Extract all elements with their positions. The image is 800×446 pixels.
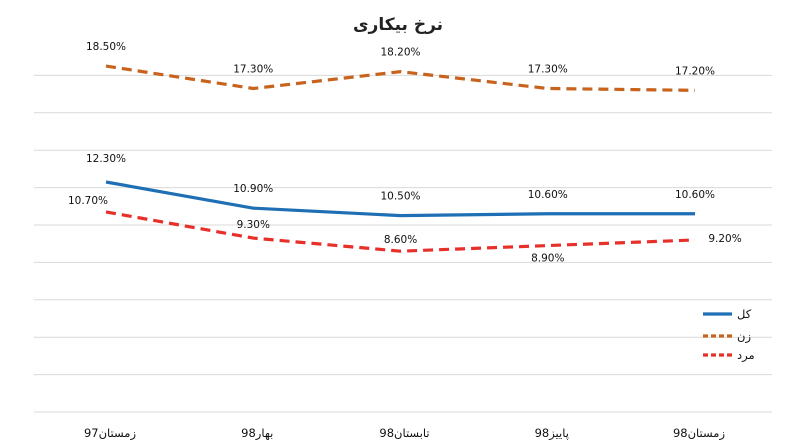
data-label: 8.90% bbox=[531, 253, 564, 265]
data-label: 12.30% bbox=[86, 153, 126, 165]
series-line bbox=[105, 64, 696, 92]
x-tick-label: بهار98 bbox=[241, 426, 273, 441]
x-tick-label: زمستان98 bbox=[673, 426, 725, 441]
legend-label: مرد bbox=[737, 348, 755, 363]
data-label: 10.60% bbox=[528, 189, 568, 201]
data-label: 10.70% bbox=[68, 195, 108, 207]
chart-title: نرخ بیکاری bbox=[353, 15, 443, 35]
series-line bbox=[105, 210, 696, 253]
gridlines bbox=[34, 74, 772, 413]
series-lines bbox=[105, 64, 696, 253]
data-label: 17.30% bbox=[528, 63, 568, 75]
legend-label: کل bbox=[737, 307, 752, 321]
data-label: 17.20% bbox=[675, 65, 715, 77]
legend: کل زن مرد bbox=[703, 307, 755, 363]
legend-label: زن bbox=[737, 329, 751, 344]
data-label: 10.60% bbox=[675, 189, 715, 201]
x-axis-ticks: زمستان97 بهار98 تابستان98 پاییز98 زمستان98 bbox=[84, 426, 725, 441]
data-labels: 12.30% 10.90% 10.50% 10.60% 10.60% 18.50% 17.3… bbox=[68, 41, 742, 265]
data-label: 10.50% bbox=[380, 191, 420, 203]
data-label: 9.20% bbox=[708, 233, 741, 245]
data-label: 17.30% bbox=[233, 63, 273, 75]
data-label: 18.20% bbox=[380, 47, 420, 59]
data-label: 8.60% bbox=[384, 234, 417, 246]
data-label: 18.50% bbox=[86, 41, 126, 53]
x-tick-label: زمستان97 bbox=[84, 426, 136, 441]
data-label: 10.90% bbox=[233, 183, 273, 195]
x-tick-label: تابستان98 bbox=[379, 426, 429, 440]
x-tick-label: پاییز98 bbox=[535, 426, 569, 441]
series-line bbox=[105, 180, 695, 218]
data-label: 9.30% bbox=[237, 219, 270, 231]
